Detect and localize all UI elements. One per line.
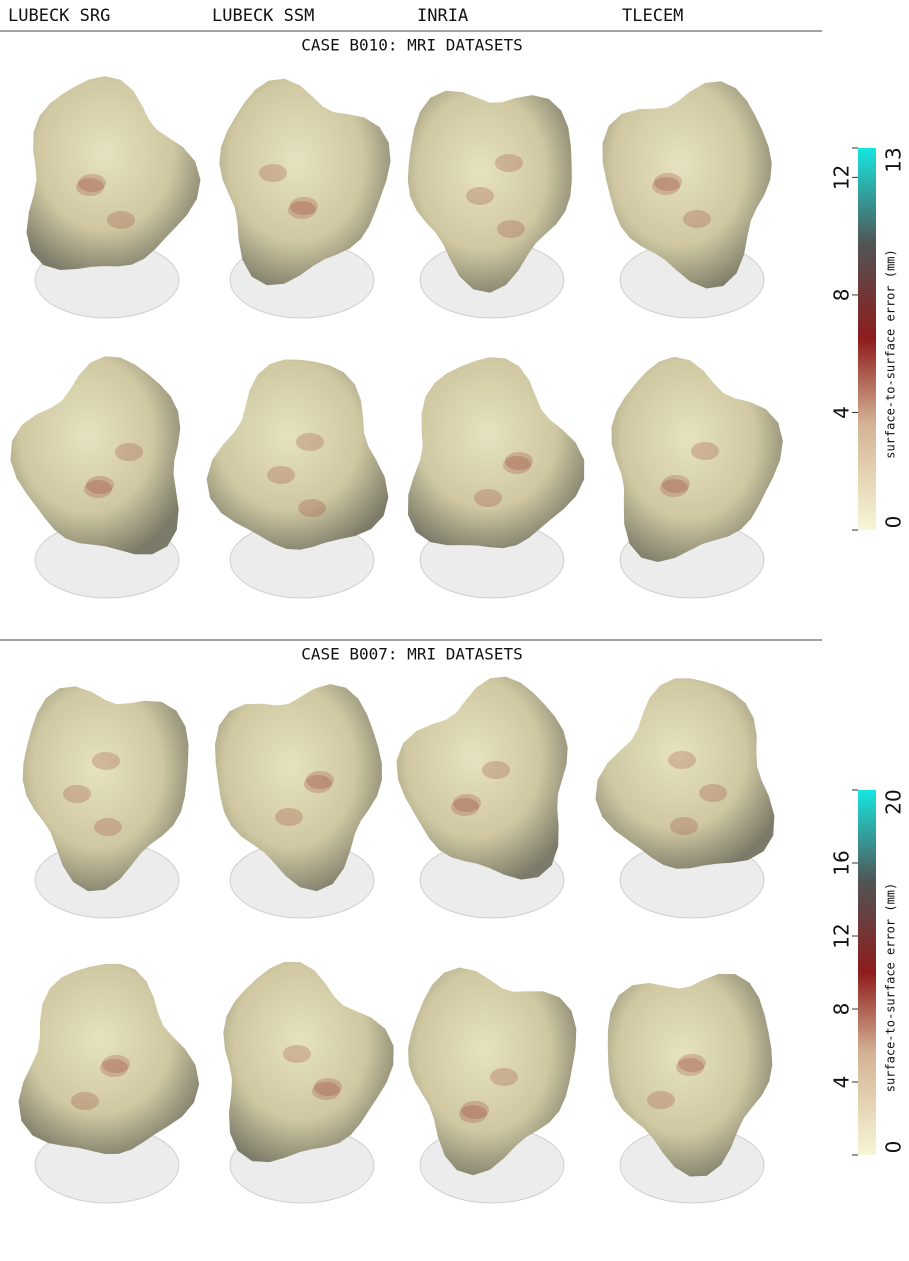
error-patch: [482, 761, 510, 779]
colorbar-tick-label: 4: [830, 1076, 854, 1089]
surface-render: [223, 962, 393, 1162]
error-patch: [115, 443, 143, 461]
colorbar-tick-label: 0: [882, 1141, 906, 1154]
error-patch: [84, 480, 112, 498]
section-title: CASE B010: MRI DATASETS: [301, 36, 523, 55]
surface-render: [10, 356, 180, 554]
surface-render: [27, 76, 201, 270]
error-patch: [92, 752, 120, 770]
error-patch: [304, 775, 332, 793]
colorbar: [858, 790, 876, 1155]
surface-render: [397, 677, 568, 880]
error-patch: [288, 201, 316, 219]
error-patch: [668, 751, 696, 769]
colorbar-tick-label: 8: [830, 289, 854, 302]
section-title: CASE B007: MRI DATASETS: [301, 645, 523, 664]
surface-render: [408, 357, 584, 548]
error-patch: [107, 211, 135, 229]
surface-render: [207, 360, 389, 550]
surface-render: [612, 357, 783, 562]
error-patch: [100, 1059, 128, 1077]
colorbar-tick-label: 8: [830, 1003, 854, 1016]
error-patch: [459, 1105, 487, 1123]
error-patch: [451, 798, 479, 816]
error-patch: [296, 433, 324, 451]
error-patch: [94, 818, 122, 836]
error-patch: [275, 808, 303, 826]
figure: LUBECK SRG LUBECK SSM INRIA TLECEM CASE …: [0, 0, 909, 1261]
colorbar-label: surface-to-surface error (mm): [884, 249, 898, 459]
error-patch: [474, 489, 502, 507]
error-patch: [691, 442, 719, 460]
colorbar-label: surface-to-surface error (mm): [884, 883, 898, 1093]
error-patch: [312, 1082, 340, 1100]
error-patch: [63, 785, 91, 803]
colorbar-tick-label: 20: [882, 789, 906, 814]
colorbar: [858, 148, 876, 530]
column-header: TLECEM: [622, 6, 683, 26]
colorbar-tick-label: 12: [830, 923, 854, 948]
error-patch: [647, 1091, 675, 1109]
colorbar-tick-label: 12: [830, 165, 854, 190]
colorbar-tick-label: 16: [830, 850, 854, 875]
error-patch: [71, 1092, 99, 1110]
error-patch: [466, 187, 494, 205]
error-patch: [76, 178, 104, 196]
column-header: LUBECK SRG: [8, 6, 110, 26]
colorbar-tick-label: 4: [830, 406, 854, 419]
error-patch: [495, 154, 523, 172]
error-patch: [699, 784, 727, 802]
error-patch: [298, 499, 326, 517]
error-patch: [267, 466, 295, 484]
error-patch: [497, 220, 525, 238]
column-header: LUBECK SSM: [212, 6, 314, 26]
error-patch: [259, 164, 287, 182]
error-patch: [283, 1045, 311, 1063]
error-patch: [490, 1068, 518, 1086]
error-patch: [503, 456, 531, 474]
column-header: INRIA: [417, 6, 468, 26]
error-patch: [670, 817, 698, 835]
surface-render: [596, 678, 775, 869]
error-patch: [676, 1058, 704, 1076]
colorbar-tick-label: 13: [882, 147, 906, 172]
error-patch: [660, 479, 688, 497]
colorbar-tick-label: 0: [882, 516, 906, 529]
error-patch: [652, 177, 680, 195]
error-patch: [683, 210, 711, 228]
surface-render: [219, 79, 390, 285]
